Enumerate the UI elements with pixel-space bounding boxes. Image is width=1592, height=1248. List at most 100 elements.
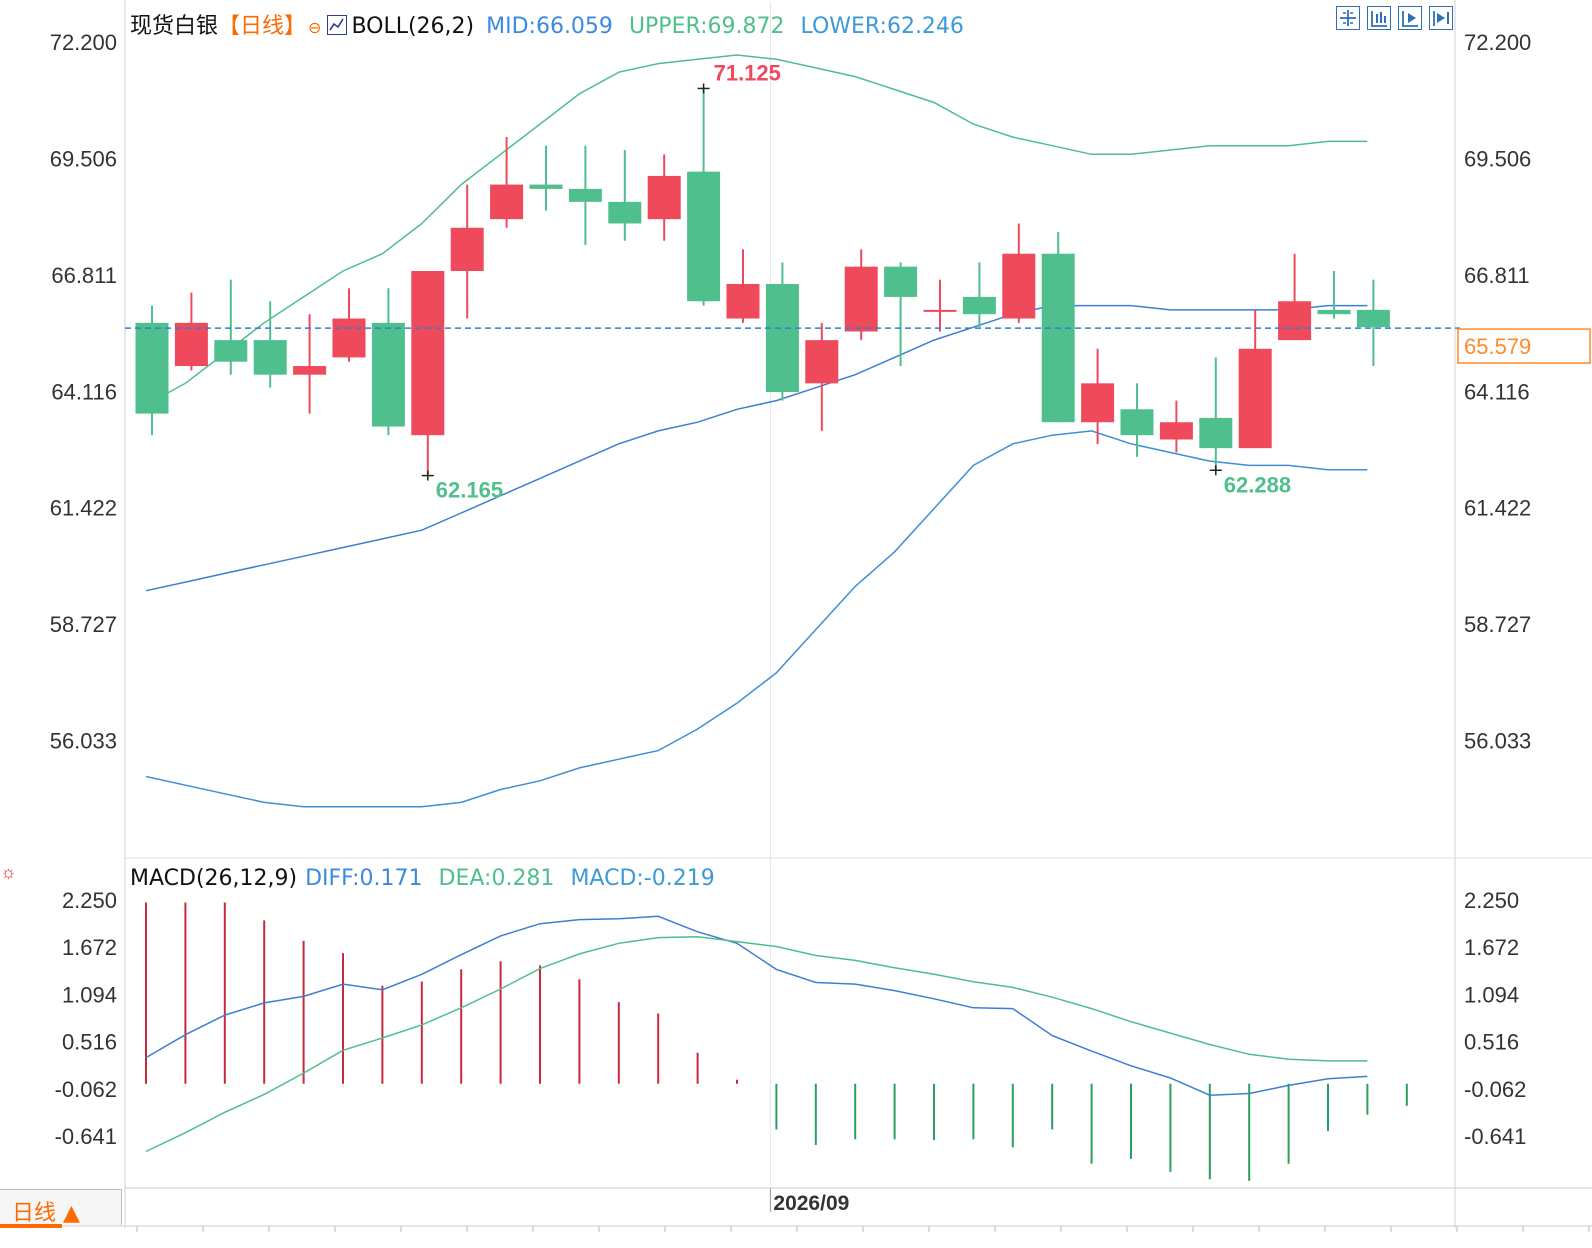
period-indicator	[0, 1224, 62, 1228]
candle-body	[1159, 422, 1193, 440]
price-tick-label-left: 72.200	[50, 30, 117, 55]
macd-tick-label-right: -0.641	[1464, 1124, 1526, 1149]
boll-upper-line	[145, 54, 1368, 406]
candle	[726, 249, 760, 323]
macd-header: MACD(26,12,9) DIFF:0.171 DEA:0.281 MACD:-0.…	[130, 866, 715, 891]
boll-header: 现货白银【日线】 ⊖ BOLL(26,2) MID:66.059 UPPER:69.87…	[130, 8, 964, 40]
boll-label: BOLL(26,2)	[351, 14, 475, 39]
candle-body	[293, 366, 327, 375]
candle-body	[765, 283, 799, 392]
candle	[1081, 348, 1115, 444]
candle-body	[805, 340, 839, 384]
candle	[293, 314, 327, 414]
boll-lower-line	[145, 430, 1368, 808]
price-tick-label-left: 58.727	[50, 612, 117, 637]
price-tick-label-right: 66.811	[1464, 263, 1530, 288]
candle-body	[844, 266, 878, 332]
candle-body	[214, 340, 248, 362]
low-annotation: 62.165	[436, 478, 503, 503]
candle	[135, 305, 169, 436]
macd-macd-value: MACD:-0.219	[570, 866, 715, 891]
candle	[1278, 253, 1312, 341]
price-tick-label-left: 66.811	[51, 263, 117, 288]
candle-body	[332, 318, 366, 358]
candle-body	[608, 201, 642, 224]
crosshair-icon[interactable]	[1336, 6, 1360, 30]
macd-label: MACD(26,12,9)	[130, 866, 298, 891]
period-button-label: 日线 ▲	[12, 1201, 80, 1226]
macd-tick-label-right: 2.250	[1464, 888, 1519, 913]
candle-body	[962, 296, 996, 315]
candle-body	[687, 171, 721, 302]
price-tick-label-left: 61.422	[50, 496, 117, 521]
price-tick-label-right: 56.033	[1464, 729, 1531, 754]
boll-lower-value: LOWER:62.246	[800, 14, 964, 39]
date-tick-label: 2026/09	[773, 1192, 849, 1215]
settings-sun-icon[interactable]: ☼	[0, 862, 17, 882]
candle-body	[529, 184, 563, 189]
bar-chart-icon[interactable]	[1367, 6, 1391, 30]
macd-dea-line	[145, 935, 1368, 1153]
candle-body	[1238, 348, 1272, 449]
candle	[805, 322, 839, 431]
macd-tick-label-left: 1.094	[62, 982, 117, 1007]
candle	[1002, 223, 1036, 323]
candle-body	[647, 175, 681, 220]
candle-body	[371, 322, 405, 427]
macd-tick-label-right: 1.672	[1464, 935, 1519, 960]
macd-tick-label-left: 0.516	[62, 1030, 117, 1055]
candle	[214, 279, 248, 375]
candle	[1041, 232, 1075, 423]
candle	[371, 288, 405, 436]
candle	[568, 145, 602, 246]
candle	[1356, 279, 1390, 367]
candle	[647, 154, 681, 241]
candle	[411, 270, 445, 475]
macd-dea-value: DEA:0.281	[438, 866, 555, 891]
macd-tick-label-left: 2.250	[62, 888, 117, 913]
candle	[529, 145, 563, 211]
period-tag[interactable]: 【日线】	[218, 14, 307, 39]
boll-mid-value: MID:66.059	[486, 14, 613, 39]
price-tick-label-left: 64.116	[51, 379, 117, 404]
price-tick-label-right: 72.200	[1464, 30, 1531, 55]
boll-mid-line	[145, 304, 1368, 592]
candle-body	[1317, 309, 1351, 315]
candle	[450, 184, 484, 319]
candle-body	[490, 184, 524, 220]
candle-body	[1002, 253, 1036, 319]
candle-body	[1199, 417, 1233, 449]
candle-body	[726, 283, 760, 319]
price-tick-label-right: 61.422	[1464, 496, 1531, 521]
macd-tick-label-left: -0.641	[55, 1124, 117, 1149]
price-tick-label-left: 56.033	[50, 729, 117, 754]
candle	[844, 249, 878, 341]
candle	[687, 89, 721, 306]
jump-end-icon[interactable]	[1429, 6, 1453, 30]
price-tick-label-right: 64.116	[1464, 379, 1530, 404]
play-forward-icon[interactable]	[1398, 6, 1422, 30]
macd-tick-label-right: -0.062	[1464, 1077, 1526, 1102]
candle-body	[1081, 383, 1115, 423]
candle-body	[1356, 309, 1390, 328]
candle	[765, 262, 799, 401]
high-annotation: 71.125	[714, 60, 781, 85]
price-tick-label-left: 69.506	[50, 146, 117, 171]
candle-body	[1120, 409, 1154, 436]
minus-circle-icon[interactable]: ⊖	[308, 18, 322, 37]
period-button[interactable]: 日线 ▲	[0, 1189, 122, 1226]
macd-tick-label-right: 0.516	[1464, 1030, 1519, 1055]
candle	[490, 137, 524, 228]
candle	[253, 301, 287, 388]
candle	[174, 292, 208, 371]
candle	[1120, 383, 1154, 457]
macd-diff-line	[145, 915, 1368, 1096]
last-price-box	[1457, 328, 1591, 364]
macd-tick-label-left: 1.672	[62, 935, 117, 960]
candle	[923, 279, 957, 332]
boll-upper-value: UPPER:69.872	[628, 14, 785, 39]
low-annotation: 62.288	[1224, 472, 1291, 497]
indicator-icon[interactable]	[327, 15, 348, 35]
candle	[1199, 357, 1233, 470]
